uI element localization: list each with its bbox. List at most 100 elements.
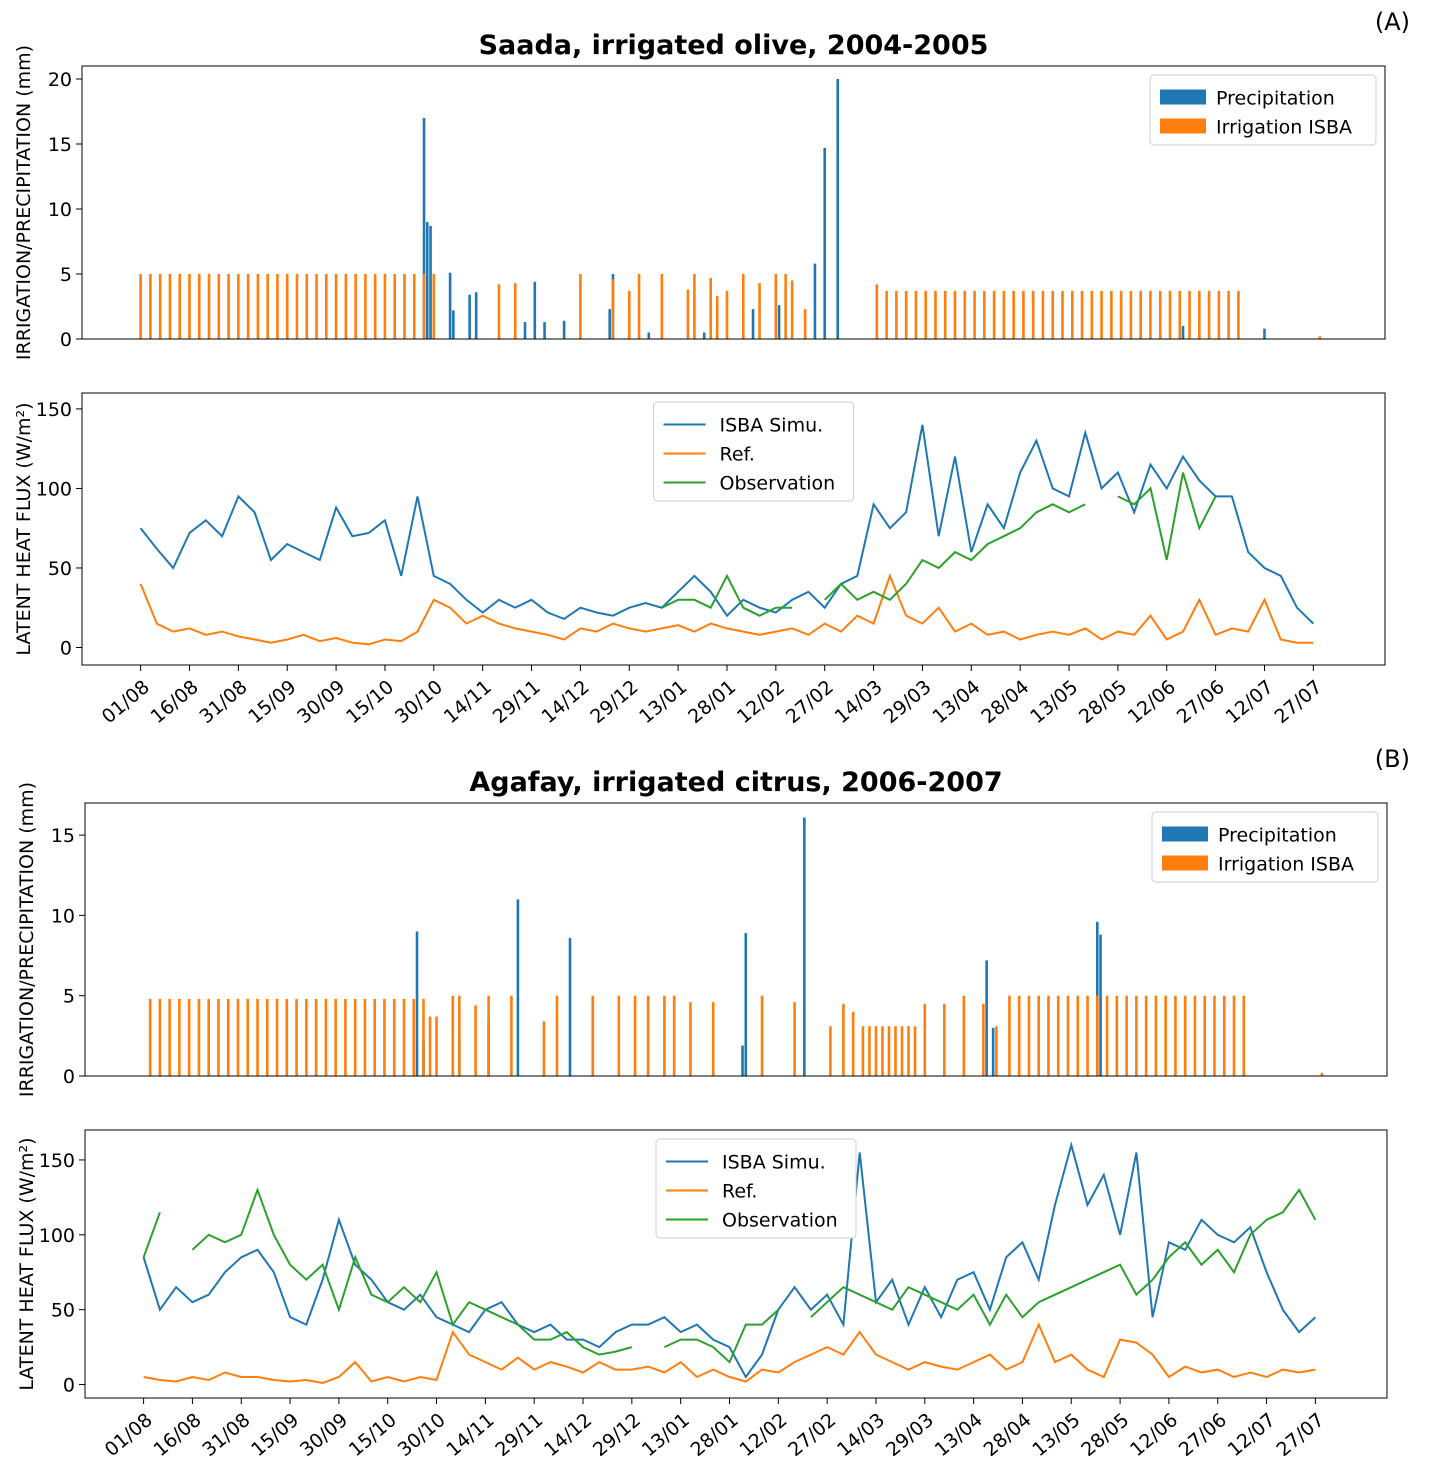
bar xyxy=(715,296,719,339)
x-tick-label: 29/11 xyxy=(489,676,545,728)
legend-box xyxy=(1149,74,1377,146)
bar xyxy=(315,274,318,339)
x-tick-label: 01/08 xyxy=(101,1409,157,1456)
bar xyxy=(1070,290,1074,339)
bar xyxy=(1061,290,1064,339)
bar xyxy=(428,1016,432,1076)
bar xyxy=(425,222,429,339)
bar xyxy=(217,998,220,1076)
bar xyxy=(962,995,966,1076)
plot-frame xyxy=(81,392,1386,666)
legend-label: ISBA Simu. xyxy=(720,415,824,437)
bar xyxy=(429,225,432,339)
bar xyxy=(803,309,807,339)
bar xyxy=(227,274,230,339)
y-tick-label: 50 xyxy=(51,1300,75,1322)
bar xyxy=(943,290,947,339)
bar xyxy=(1027,995,1031,1076)
x-tick-label: 15/09 xyxy=(247,1409,303,1456)
bar xyxy=(363,998,367,1076)
y-tick-label: 100 xyxy=(36,478,72,500)
legend-label: Observation xyxy=(720,473,836,495)
x-tick-label: 29/12 xyxy=(586,676,642,728)
bar xyxy=(1110,290,1113,339)
bar xyxy=(393,274,397,339)
bar xyxy=(646,995,650,1076)
bar xyxy=(1217,290,1221,339)
bar xyxy=(432,274,436,339)
bar xyxy=(415,931,419,1076)
bar xyxy=(403,274,406,339)
legend-box xyxy=(653,401,854,502)
bar xyxy=(885,290,888,339)
data-line xyxy=(661,573,793,617)
y-axis-label: IRRIGATION/PRECIPITATION (mm) xyxy=(13,45,35,360)
bar xyxy=(1080,290,1084,339)
bar xyxy=(422,118,426,339)
bar xyxy=(139,274,142,339)
bar xyxy=(516,899,520,1076)
bar xyxy=(1041,290,1045,339)
x-tick-label: 13/05 xyxy=(1026,676,1082,728)
bar xyxy=(1149,290,1152,339)
bar xyxy=(1022,290,1025,339)
bar xyxy=(149,274,152,339)
bar xyxy=(982,1003,985,1076)
y-axis-label: IRRIGATION/PRECIPITATION (mm) xyxy=(16,782,38,1097)
bar xyxy=(1125,995,1128,1076)
bar xyxy=(1008,995,1011,1076)
bar xyxy=(383,274,387,339)
bar xyxy=(777,305,781,339)
x-tick-label: 28/01 xyxy=(684,676,740,728)
bar xyxy=(451,995,455,1076)
bar xyxy=(617,995,621,1076)
x-tick-label: 12/02 xyxy=(733,676,789,728)
y-tick-label: 150 xyxy=(39,1150,75,1172)
bar xyxy=(295,274,299,339)
bar xyxy=(412,998,416,1076)
bar xyxy=(1207,290,1211,339)
bar xyxy=(1017,995,1021,1076)
bar xyxy=(992,290,996,339)
legend-label: Irrigation ISBA xyxy=(1218,854,1354,876)
bar xyxy=(276,274,279,339)
bar xyxy=(1056,995,1060,1076)
bar xyxy=(422,998,425,1076)
bar xyxy=(803,817,806,1076)
bar xyxy=(829,1026,832,1076)
x-tick-label: 12/06 xyxy=(1126,1409,1182,1456)
bar xyxy=(354,274,357,339)
bar xyxy=(1105,995,1109,1076)
bar xyxy=(1031,290,1035,339)
bar xyxy=(1090,290,1094,339)
data-line xyxy=(824,503,1086,602)
bar xyxy=(392,998,396,1076)
bar xyxy=(627,290,631,339)
bar xyxy=(568,937,572,1076)
bar xyxy=(1242,995,1246,1076)
bar xyxy=(353,998,357,1076)
bar xyxy=(868,1026,871,1076)
bar xyxy=(836,79,840,339)
x-tick-label: 29/03 xyxy=(880,676,936,728)
bar xyxy=(741,274,745,339)
bar xyxy=(178,998,181,1076)
x-tick-label: 27/02 xyxy=(782,676,838,728)
bar xyxy=(813,263,817,339)
bar xyxy=(168,998,171,1076)
x-tick-label: 15/10 xyxy=(345,1409,401,1456)
bar xyxy=(373,998,376,1076)
bar xyxy=(1181,326,1185,339)
bar xyxy=(513,283,517,339)
bar xyxy=(943,1003,946,1076)
bar xyxy=(1154,995,1158,1076)
bar xyxy=(758,283,761,339)
bar xyxy=(887,1026,891,1076)
bar xyxy=(373,274,377,339)
x-tick-label: 31/08 xyxy=(195,676,251,728)
legend-swatch xyxy=(1162,826,1208,842)
bar xyxy=(383,998,386,1076)
bar xyxy=(693,274,696,339)
panel-label: (B) xyxy=(1375,745,1410,773)
bar xyxy=(881,1026,884,1076)
